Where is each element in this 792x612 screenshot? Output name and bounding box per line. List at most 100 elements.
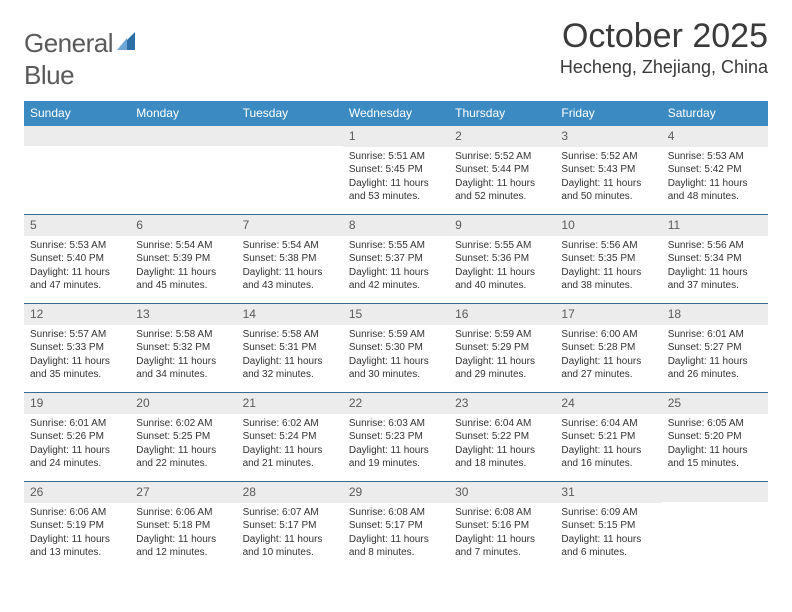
- day-cell: 9Sunrise: 5:55 AMSunset: 5:36 PMDaylight…: [449, 215, 555, 303]
- day-cell: [237, 126, 343, 214]
- sunset-line: Sunset: 5:22 PM: [455, 430, 549, 444]
- day-number: 12: [24, 304, 130, 324]
- sunrise-line: Sunrise: 5:56 AM: [561, 239, 655, 253]
- day-number: 6: [130, 215, 236, 235]
- daylight-line: Daylight: 11 hours and 18 minutes.: [455, 444, 549, 471]
- sunset-line: Sunset: 5:42 PM: [668, 163, 762, 177]
- day-number: 30: [449, 482, 555, 502]
- sunrise-line: Sunrise: 5:59 AM: [455, 328, 549, 342]
- dow-header-row: SundayMondayTuesdayWednesdayThursdayFrid…: [24, 101, 768, 126]
- day-cell: 28Sunrise: 6:07 AMSunset: 5:17 PMDayligh…: [237, 482, 343, 570]
- day-body: Sunrise: 5:52 AMSunset: 5:43 PMDaylight:…: [555, 147, 661, 215]
- week-row: 12Sunrise: 5:57 AMSunset: 5:33 PMDayligh…: [24, 303, 768, 392]
- sunrise-line: Sunrise: 5:51 AM: [349, 150, 443, 164]
- daylight-line: Daylight: 11 hours and 37 minutes.: [668, 266, 762, 293]
- sunset-line: Sunset: 5:31 PM: [243, 341, 337, 355]
- day-cell: 31Sunrise: 6:09 AMSunset: 5:15 PMDayligh…: [555, 482, 661, 570]
- day-number: [130, 126, 236, 146]
- day-cell: 27Sunrise: 6:06 AMSunset: 5:18 PMDayligh…: [130, 482, 236, 570]
- day-number: [24, 126, 130, 146]
- day-body: Sunrise: 5:57 AMSunset: 5:33 PMDaylight:…: [24, 325, 130, 393]
- daylight-line: Daylight: 11 hours and 15 minutes.: [668, 444, 762, 471]
- day-cell: [24, 126, 130, 214]
- day-cell: 29Sunrise: 6:08 AMSunset: 5:17 PMDayligh…: [343, 482, 449, 570]
- daylight-line: Daylight: 11 hours and 19 minutes.: [349, 444, 443, 471]
- day-number: [662, 482, 768, 502]
- day-cell: 26Sunrise: 6:06 AMSunset: 5:19 PMDayligh…: [24, 482, 130, 570]
- day-body: Sunrise: 5:53 AMSunset: 5:42 PMDaylight:…: [662, 147, 768, 215]
- dow-cell-sunday: Sunday: [24, 101, 130, 126]
- sunrise-line: Sunrise: 6:00 AM: [561, 328, 655, 342]
- sunrise-line: Sunrise: 5:57 AM: [30, 328, 124, 342]
- day-body: Sunrise: 6:07 AMSunset: 5:17 PMDaylight:…: [237, 503, 343, 571]
- day-number: 31: [555, 482, 661, 502]
- sunset-line: Sunset: 5:27 PM: [668, 341, 762, 355]
- day-body: Sunrise: 5:55 AMSunset: 5:37 PMDaylight:…: [343, 236, 449, 304]
- title-block: October 2025 Hecheng, Zhejiang, China: [560, 18, 768, 78]
- dow-cell-thursday: Thursday: [449, 101, 555, 126]
- sunrise-line: Sunrise: 5:56 AM: [668, 239, 762, 253]
- sunset-line: Sunset: 5:33 PM: [30, 341, 124, 355]
- day-body: [130, 146, 236, 214]
- day-body: Sunrise: 5:59 AMSunset: 5:29 PMDaylight:…: [449, 325, 555, 393]
- sunrise-line: Sunrise: 6:04 AM: [455, 417, 549, 431]
- day-body: Sunrise: 6:04 AMSunset: 5:21 PMDaylight:…: [555, 414, 661, 482]
- day-cell: 20Sunrise: 6:02 AMSunset: 5:25 PMDayligh…: [130, 393, 236, 481]
- day-body: Sunrise: 5:53 AMSunset: 5:40 PMDaylight:…: [24, 236, 130, 304]
- sunrise-line: Sunrise: 6:07 AM: [243, 506, 337, 520]
- day-number: 3: [555, 126, 661, 146]
- daylight-line: Daylight: 11 hours and 10 minutes.: [243, 533, 337, 560]
- day-body: Sunrise: 6:05 AMSunset: 5:20 PMDaylight:…: [662, 414, 768, 482]
- week-row: 5Sunrise: 5:53 AMSunset: 5:40 PMDaylight…: [24, 214, 768, 303]
- day-body: Sunrise: 6:01 AMSunset: 5:26 PMDaylight:…: [24, 414, 130, 482]
- sunrise-line: Sunrise: 6:09 AM: [561, 506, 655, 520]
- daylight-line: Daylight: 11 hours and 32 minutes.: [243, 355, 337, 382]
- daylight-line: Daylight: 11 hours and 29 minutes.: [455, 355, 549, 382]
- sunset-line: Sunset: 5:35 PM: [561, 252, 655, 266]
- sunset-line: Sunset: 5:23 PM: [349, 430, 443, 444]
- day-number: 20: [130, 393, 236, 413]
- day-body: Sunrise: 6:03 AMSunset: 5:23 PMDaylight:…: [343, 414, 449, 482]
- sunset-line: Sunset: 5:44 PM: [455, 163, 549, 177]
- day-cell: 18Sunrise: 6:01 AMSunset: 5:27 PMDayligh…: [662, 304, 768, 392]
- day-body: Sunrise: 6:08 AMSunset: 5:16 PMDaylight:…: [449, 503, 555, 571]
- daylight-line: Daylight: 11 hours and 34 minutes.: [136, 355, 230, 382]
- day-number: 21: [237, 393, 343, 413]
- sunset-line: Sunset: 5:38 PM: [243, 252, 337, 266]
- daylight-line: Daylight: 11 hours and 30 minutes.: [349, 355, 443, 382]
- day-body: Sunrise: 5:59 AMSunset: 5:30 PMDaylight:…: [343, 325, 449, 393]
- sunset-line: Sunset: 5:17 PM: [243, 519, 337, 533]
- day-number: 26: [24, 482, 130, 502]
- day-cell: 4Sunrise: 5:53 AMSunset: 5:42 PMDaylight…: [662, 126, 768, 214]
- day-body: Sunrise: 5:55 AMSunset: 5:36 PMDaylight:…: [449, 236, 555, 304]
- day-cell: 13Sunrise: 5:58 AMSunset: 5:32 PMDayligh…: [130, 304, 236, 392]
- sunrise-line: Sunrise: 5:55 AM: [349, 239, 443, 253]
- day-body: Sunrise: 6:04 AMSunset: 5:22 PMDaylight:…: [449, 414, 555, 482]
- day-body: Sunrise: 6:01 AMSunset: 5:27 PMDaylight:…: [662, 325, 768, 393]
- day-cell: 16Sunrise: 5:59 AMSunset: 5:29 PMDayligh…: [449, 304, 555, 392]
- day-body: Sunrise: 5:56 AMSunset: 5:34 PMDaylight:…: [662, 236, 768, 304]
- day-cell: 30Sunrise: 6:08 AMSunset: 5:16 PMDayligh…: [449, 482, 555, 570]
- day-number: 8: [343, 215, 449, 235]
- day-number: 5: [24, 215, 130, 235]
- day-cell: 21Sunrise: 6:02 AMSunset: 5:24 PMDayligh…: [237, 393, 343, 481]
- day-body: Sunrise: 6:02 AMSunset: 5:24 PMDaylight:…: [237, 414, 343, 482]
- sunrise-line: Sunrise: 6:01 AM: [30, 417, 124, 431]
- day-body: Sunrise: 6:06 AMSunset: 5:18 PMDaylight:…: [130, 503, 236, 571]
- sunset-line: Sunset: 5:32 PM: [136, 341, 230, 355]
- sunrise-line: Sunrise: 5:55 AM: [455, 239, 549, 253]
- daylight-line: Daylight: 11 hours and 52 minutes.: [455, 177, 549, 204]
- sunset-line: Sunset: 5:25 PM: [136, 430, 230, 444]
- day-body: Sunrise: 6:09 AMSunset: 5:15 PMDaylight:…: [555, 503, 661, 571]
- daylight-line: Daylight: 11 hours and 12 minutes.: [136, 533, 230, 560]
- sunrise-line: Sunrise: 6:01 AM: [668, 328, 762, 342]
- day-body: Sunrise: 6:00 AMSunset: 5:28 PMDaylight:…: [555, 325, 661, 393]
- day-number: 22: [343, 393, 449, 413]
- day-number: 1: [343, 126, 449, 146]
- sunrise-line: Sunrise: 6:03 AM: [349, 417, 443, 431]
- sunset-line: Sunset: 5:29 PM: [455, 341, 549, 355]
- sunrise-line: Sunrise: 6:02 AM: [243, 417, 337, 431]
- sunrise-line: Sunrise: 5:53 AM: [30, 239, 124, 253]
- daylight-line: Daylight: 11 hours and 48 minutes.: [668, 177, 762, 204]
- location-line: Hecheng, Zhejiang, China: [560, 57, 768, 78]
